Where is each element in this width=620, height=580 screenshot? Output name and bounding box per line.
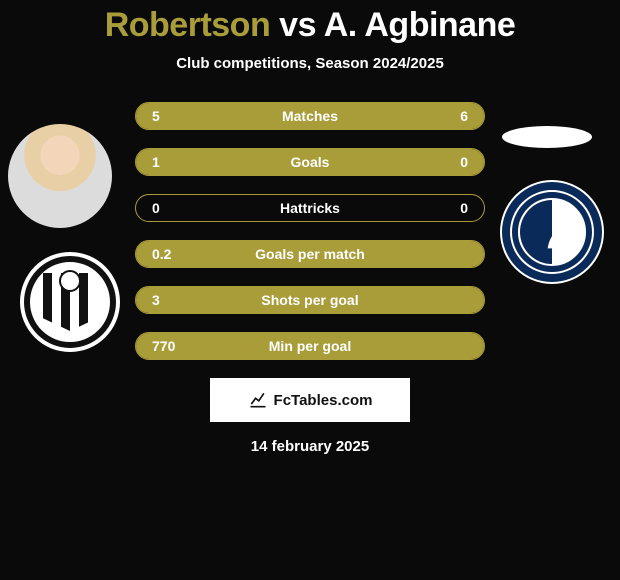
stat-left-value: 770	[152, 338, 212, 354]
stat-row: 5Matches6	[135, 102, 485, 130]
vs-label: vs	[279, 6, 316, 44]
player1-avatar	[8, 124, 112, 228]
stat-row: 1Goals0	[135, 148, 485, 176]
player2-name: A. Agbinane	[324, 6, 516, 44]
player2-avatar	[502, 126, 592, 148]
horse-icon	[540, 210, 586, 256]
page-title: Robertson vs A. Agbinane	[0, 6, 620, 45]
line-chart-icon	[248, 390, 268, 410]
stat-left-value: 3	[152, 292, 212, 308]
stat-label: Matches	[212, 108, 408, 124]
player1-name: Robertson	[105, 6, 271, 44]
stat-left-value: 1	[152, 154, 212, 170]
stats-table: 5Matches61Goals00Hattricks00.2Goals per …	[135, 102, 485, 360]
stat-row: 3Shots per goal	[135, 286, 485, 314]
stat-right-value: 0	[408, 200, 468, 216]
stat-right-value: 6	[408, 108, 468, 124]
stat-label: Min per goal	[212, 338, 408, 354]
subtitle: Club competitions, Season 2024/2025	[0, 55, 620, 72]
stat-label: Goals	[212, 154, 408, 170]
stat-right-value: 0	[408, 154, 468, 170]
stat-label: Goals per match	[212, 246, 408, 262]
gillingham-crest-icon	[500, 180, 604, 284]
footer-date: 14 february 2025	[0, 438, 620, 455]
stat-label: Hattricks	[212, 200, 408, 216]
stat-left-value: 5	[152, 108, 212, 124]
player1-club-crest	[20, 252, 120, 352]
player2-club-crest	[500, 180, 604, 284]
stat-row: 0.2Goals per match	[135, 240, 485, 268]
stat-left-value: 0	[152, 200, 212, 216]
source-logo: FcTables.com	[210, 378, 410, 422]
stat-left-value: 0.2	[152, 246, 212, 262]
stat-row: 0Hattricks0	[135, 194, 485, 222]
stat-row: 770Min per goal	[135, 332, 485, 360]
stat-label: Shots per goal	[212, 292, 408, 308]
notts-crest-icon	[20, 252, 120, 352]
source-logo-text: FcTables.com	[274, 392, 373, 409]
comparison-card: Robertson vs A. Agbinane Club competitio…	[0, 0, 620, 580]
